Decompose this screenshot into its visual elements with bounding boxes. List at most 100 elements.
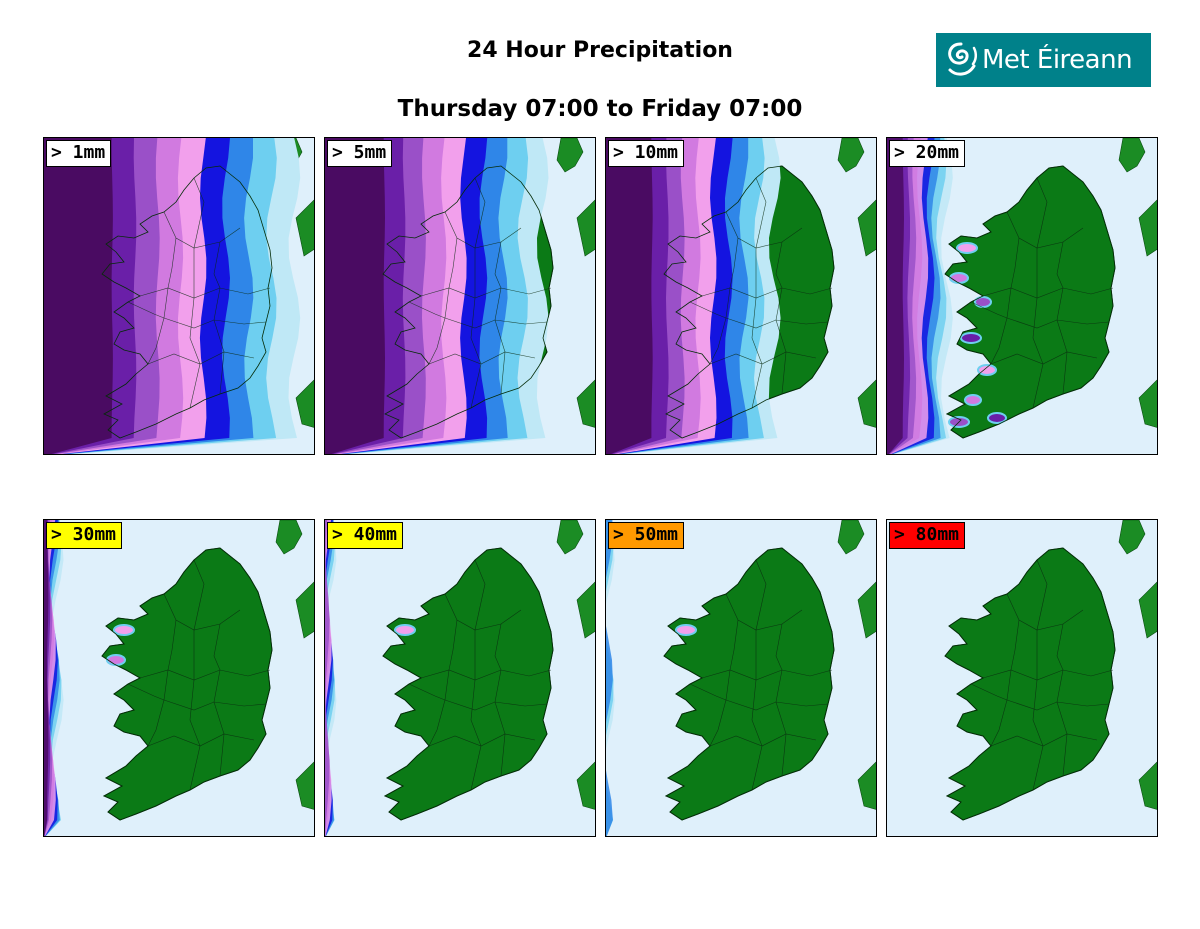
county-border bbox=[408, 301, 548, 329]
county-border bbox=[990, 619, 1020, 747]
great-britain-land bbox=[556, 520, 584, 555]
precip-band bbox=[44, 520, 49, 836]
county-border bbox=[709, 237, 739, 365]
coastline bbox=[382, 165, 554, 439]
precip-band bbox=[325, 138, 385, 454]
swirl-logo-icon bbox=[948, 42, 978, 76]
precip-spot bbox=[949, 272, 969, 284]
county-border bbox=[127, 301, 267, 329]
county-border bbox=[470, 630, 482, 791]
county-border bbox=[127, 683, 267, 711]
precip-spot bbox=[956, 242, 978, 254]
great-britain-land bbox=[576, 199, 595, 257]
map-panel-20mm: > 20mm bbox=[886, 137, 1158, 455]
precip-map bbox=[325, 520, 595, 836]
county-border bbox=[755, 559, 767, 631]
county-border bbox=[420, 669, 552, 681]
threshold-label: > 20mm bbox=[889, 140, 966, 167]
county-border bbox=[755, 177, 767, 249]
precip-band bbox=[606, 520, 613, 836]
county-border bbox=[1032, 248, 1044, 409]
great-britain-land bbox=[857, 761, 876, 810]
county-border bbox=[470, 248, 482, 409]
county-border bbox=[474, 559, 486, 631]
county-border bbox=[147, 619, 177, 747]
county-border bbox=[775, 623, 787, 777]
great-britain-land bbox=[1138, 761, 1157, 810]
great-britain-land bbox=[857, 581, 876, 639]
county-border bbox=[775, 241, 787, 395]
precip-spot bbox=[977, 364, 997, 376]
county-border bbox=[193, 559, 205, 631]
chart-title: 24 Hour Precipitation bbox=[467, 38, 733, 63]
precip-spot bbox=[106, 654, 126, 666]
county-border bbox=[494, 241, 506, 395]
county-border bbox=[189, 248, 201, 409]
great-britain-land bbox=[295, 581, 314, 639]
great-britain-land bbox=[857, 379, 876, 428]
met-eireann-logo: Met Éireann bbox=[936, 33, 1151, 87]
county-border bbox=[1032, 630, 1044, 791]
great-britain-land bbox=[837, 520, 865, 555]
precip-spot bbox=[113, 624, 135, 636]
precip-spot bbox=[964, 394, 982, 406]
map-panel-40mm: > 40mm bbox=[324, 519, 596, 837]
county-border bbox=[1056, 623, 1068, 777]
county-border bbox=[147, 237, 177, 365]
great-britain-land bbox=[576, 761, 595, 810]
county-border bbox=[970, 683, 1110, 711]
county-border bbox=[1036, 177, 1048, 249]
great-britain-land bbox=[295, 761, 314, 810]
great-britain-land bbox=[295, 379, 314, 428]
threshold-label: > 10mm bbox=[608, 140, 685, 167]
great-britain-land bbox=[556, 138, 584, 173]
coastline bbox=[944, 165, 1116, 439]
county-border bbox=[420, 287, 552, 299]
precip-map bbox=[44, 520, 314, 836]
coastline bbox=[663, 165, 835, 439]
county-border bbox=[751, 630, 763, 791]
precip-spot bbox=[987, 412, 1007, 424]
precip-map bbox=[44, 138, 314, 454]
precip-spot bbox=[974, 296, 992, 308]
threshold-label: > 5mm bbox=[327, 140, 393, 167]
map-panel-80mm: > 80mm bbox=[886, 519, 1158, 837]
county-border bbox=[990, 237, 1020, 365]
county-border bbox=[428, 237, 458, 365]
great-britain-land bbox=[1138, 379, 1157, 428]
great-britain-land bbox=[1138, 581, 1157, 639]
logo-text: Met Éireann bbox=[982, 45, 1133, 75]
great-britain-land bbox=[1138, 199, 1157, 257]
map-panel-1mm: > 1mm bbox=[43, 137, 315, 455]
precip-band bbox=[44, 138, 113, 454]
great-britain-land bbox=[295, 199, 314, 257]
great-britain-land bbox=[1118, 138, 1146, 173]
county-border bbox=[689, 683, 829, 711]
county-border bbox=[689, 301, 829, 329]
county-border bbox=[970, 301, 1110, 329]
county-border bbox=[213, 623, 225, 777]
county-border bbox=[982, 287, 1114, 299]
coastline bbox=[382, 547, 554, 821]
great-britain-land bbox=[837, 138, 865, 173]
coastline bbox=[101, 547, 273, 821]
precip-map bbox=[887, 138, 1157, 454]
county-border bbox=[709, 619, 739, 747]
county-border bbox=[982, 669, 1114, 681]
county-border bbox=[428, 619, 458, 747]
precip-spot bbox=[675, 624, 697, 636]
precip-map bbox=[606, 520, 876, 836]
threshold-label: > 50mm bbox=[608, 522, 685, 549]
precip-map bbox=[887, 520, 1157, 836]
threshold-label: > 80mm bbox=[889, 522, 966, 549]
county-border bbox=[1056, 241, 1068, 395]
county-border bbox=[213, 241, 225, 395]
great-britain-land bbox=[1118, 520, 1146, 555]
map-panel-30mm: > 30mm bbox=[43, 519, 315, 837]
county-border bbox=[408, 683, 548, 711]
threshold-label: > 30mm bbox=[46, 522, 123, 549]
precip-spot bbox=[960, 332, 982, 344]
county-border bbox=[751, 248, 763, 409]
county-border bbox=[701, 669, 833, 681]
map-panel-5mm: > 5mm bbox=[324, 137, 596, 455]
